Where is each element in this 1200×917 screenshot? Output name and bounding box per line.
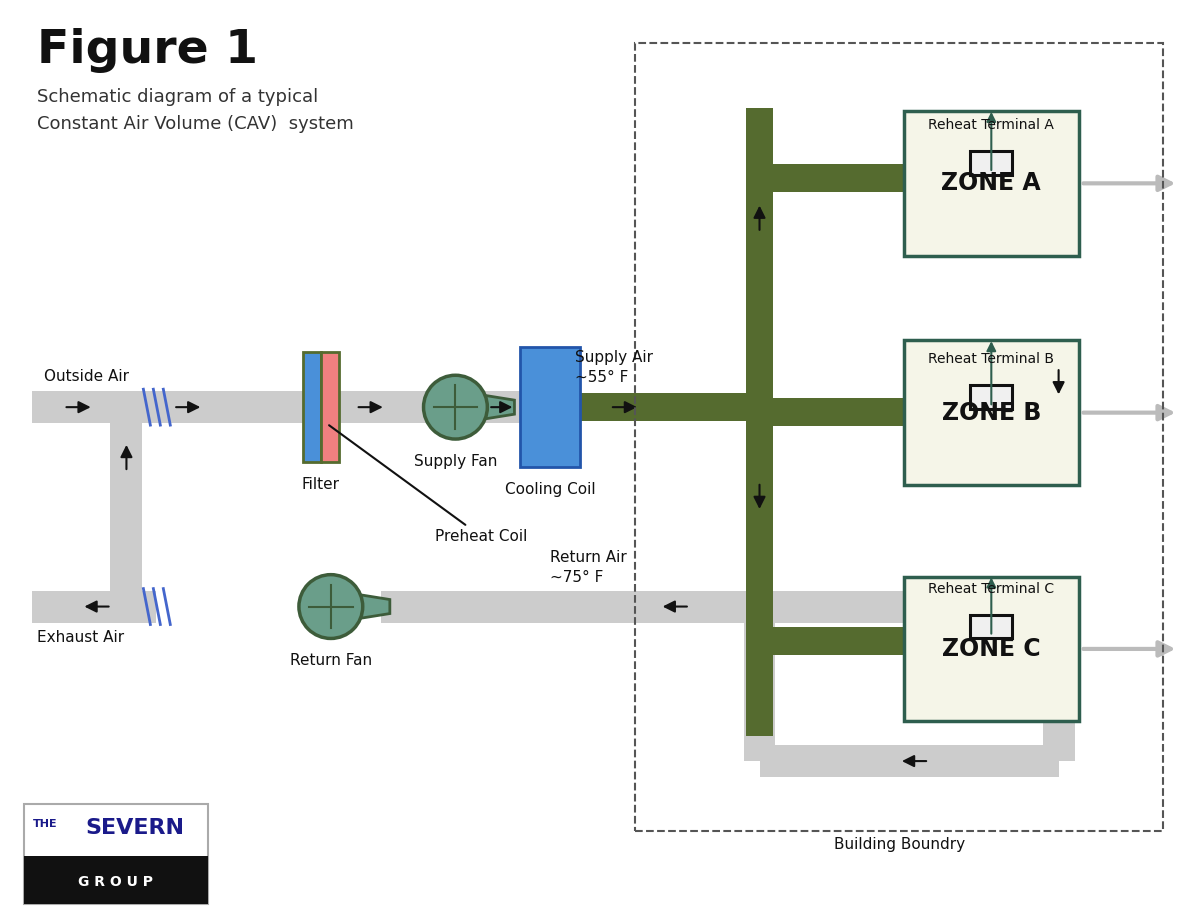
Polygon shape [744,606,775,761]
Text: Reheat Terminal B: Reheat Terminal B [929,352,1055,366]
Circle shape [424,375,487,439]
Text: Supply Air
~55° F: Supply Air ~55° F [575,350,653,385]
Polygon shape [550,393,760,421]
Text: Cooling Coil: Cooling Coil [505,482,595,497]
Bar [971,614,1013,638]
Bar [320,352,338,462]
Text: G R O U P: G R O U P [78,875,154,889]
Polygon shape [358,594,390,619]
Text: Reheat Terminal C: Reheat Terminal C [929,581,1055,595]
Bar [904,577,1079,721]
Bar [904,111,1079,256]
Text: Filter: Filter [302,477,340,492]
Text: Return Air
~75° F: Return Air ~75° F [550,550,626,585]
Text: ZONE A: ZONE A [942,171,1042,195]
Polygon shape [760,627,904,656]
Bar [971,151,1013,175]
Bar [521,348,580,467]
Text: Building Boundry: Building Boundry [834,837,965,852]
Polygon shape [760,746,1058,777]
Bar [971,385,1013,409]
Polygon shape [760,164,904,192]
Text: Figure 1: Figure 1 [37,28,258,73]
Text: SEVERN: SEVERN [85,818,184,838]
Text: ZONE C: ZONE C [942,637,1040,661]
Bar [635,43,1163,831]
Text: Schematic diagram of a typical
Constant Air Volume (CAV)  system: Schematic diagram of a typical Constant … [37,88,354,133]
Polygon shape [380,591,1058,623]
Text: Reheat Terminal A: Reheat Terminal A [929,118,1055,132]
Polygon shape [745,108,774,736]
Polygon shape [31,392,306,423]
Bar [24,804,208,903]
Text: Return Fan: Return Fan [289,654,372,668]
Polygon shape [485,392,550,423]
Circle shape [299,575,362,638]
Text: Supply Fan: Supply Fan [414,454,497,469]
Polygon shape [336,392,456,423]
Text: Exhaust Air: Exhaust Air [37,631,124,646]
Bar [904,340,1079,485]
Bar [302,352,320,462]
Polygon shape [760,398,904,426]
Text: THE: THE [34,819,58,829]
Text: ZONE B: ZONE B [942,401,1040,425]
Bar [24,856,208,903]
Polygon shape [1043,606,1074,761]
Text: Preheat Coil: Preheat Coil [329,425,528,545]
Polygon shape [110,407,143,606]
Polygon shape [31,591,156,623]
Polygon shape [482,395,515,419]
Text: Outside Air: Outside Air [43,370,128,384]
